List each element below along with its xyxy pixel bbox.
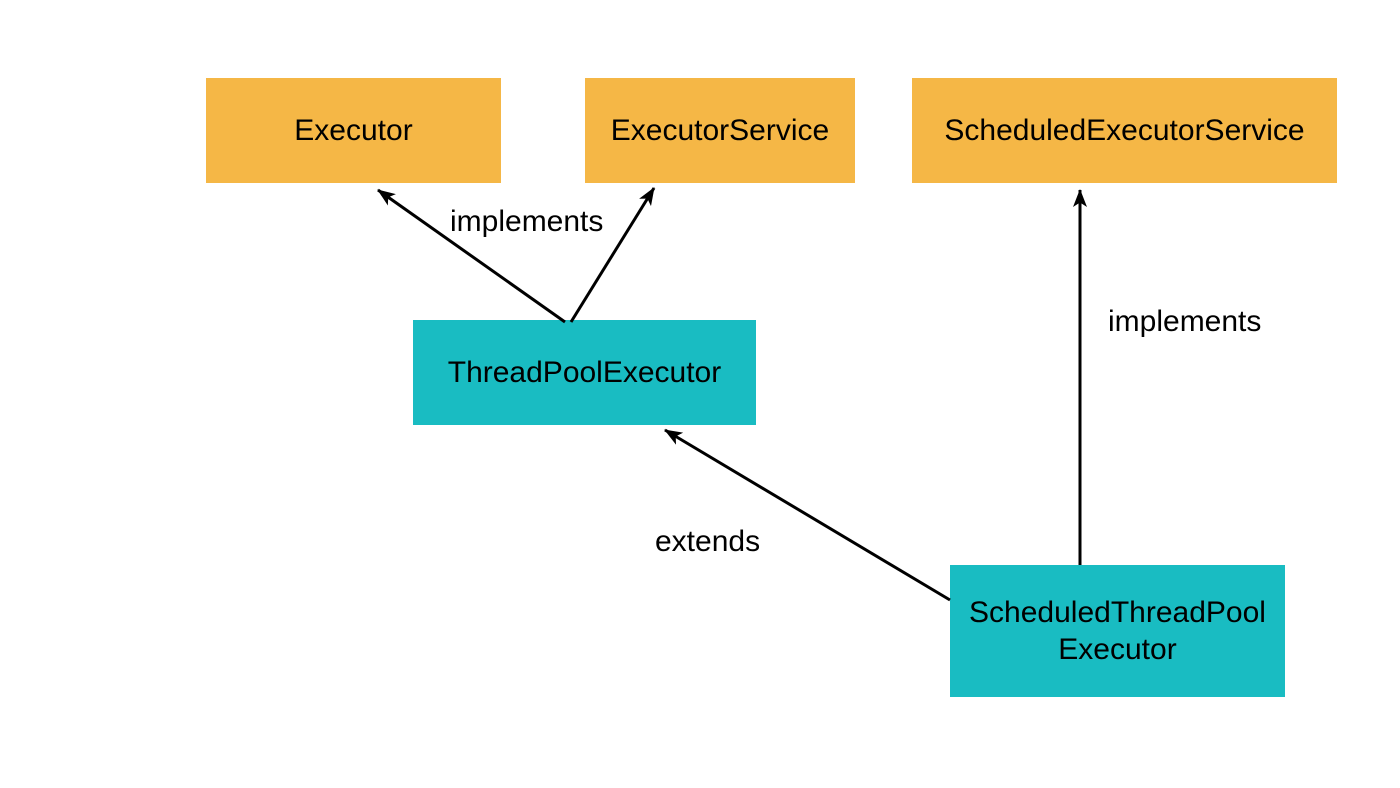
node-executor: Executor: [206, 78, 501, 183]
node-executor-service: ExecutorService: [585, 78, 855, 183]
edge-label-implements-top: implements: [450, 205, 603, 239]
edge-label-extends: extends: [655, 525, 760, 559]
node-scheduled-executor-service: ScheduledExecutorService: [912, 78, 1337, 183]
edge-label-implements-right: implements: [1108, 305, 1261, 339]
edge-stpe-to-tpe: [665, 430, 950, 600]
node-thread-pool-executor: ThreadPoolExecutor: [413, 320, 756, 425]
node-scheduled-thread-pool-executor: ScheduledThreadPool Executor: [950, 565, 1285, 697]
